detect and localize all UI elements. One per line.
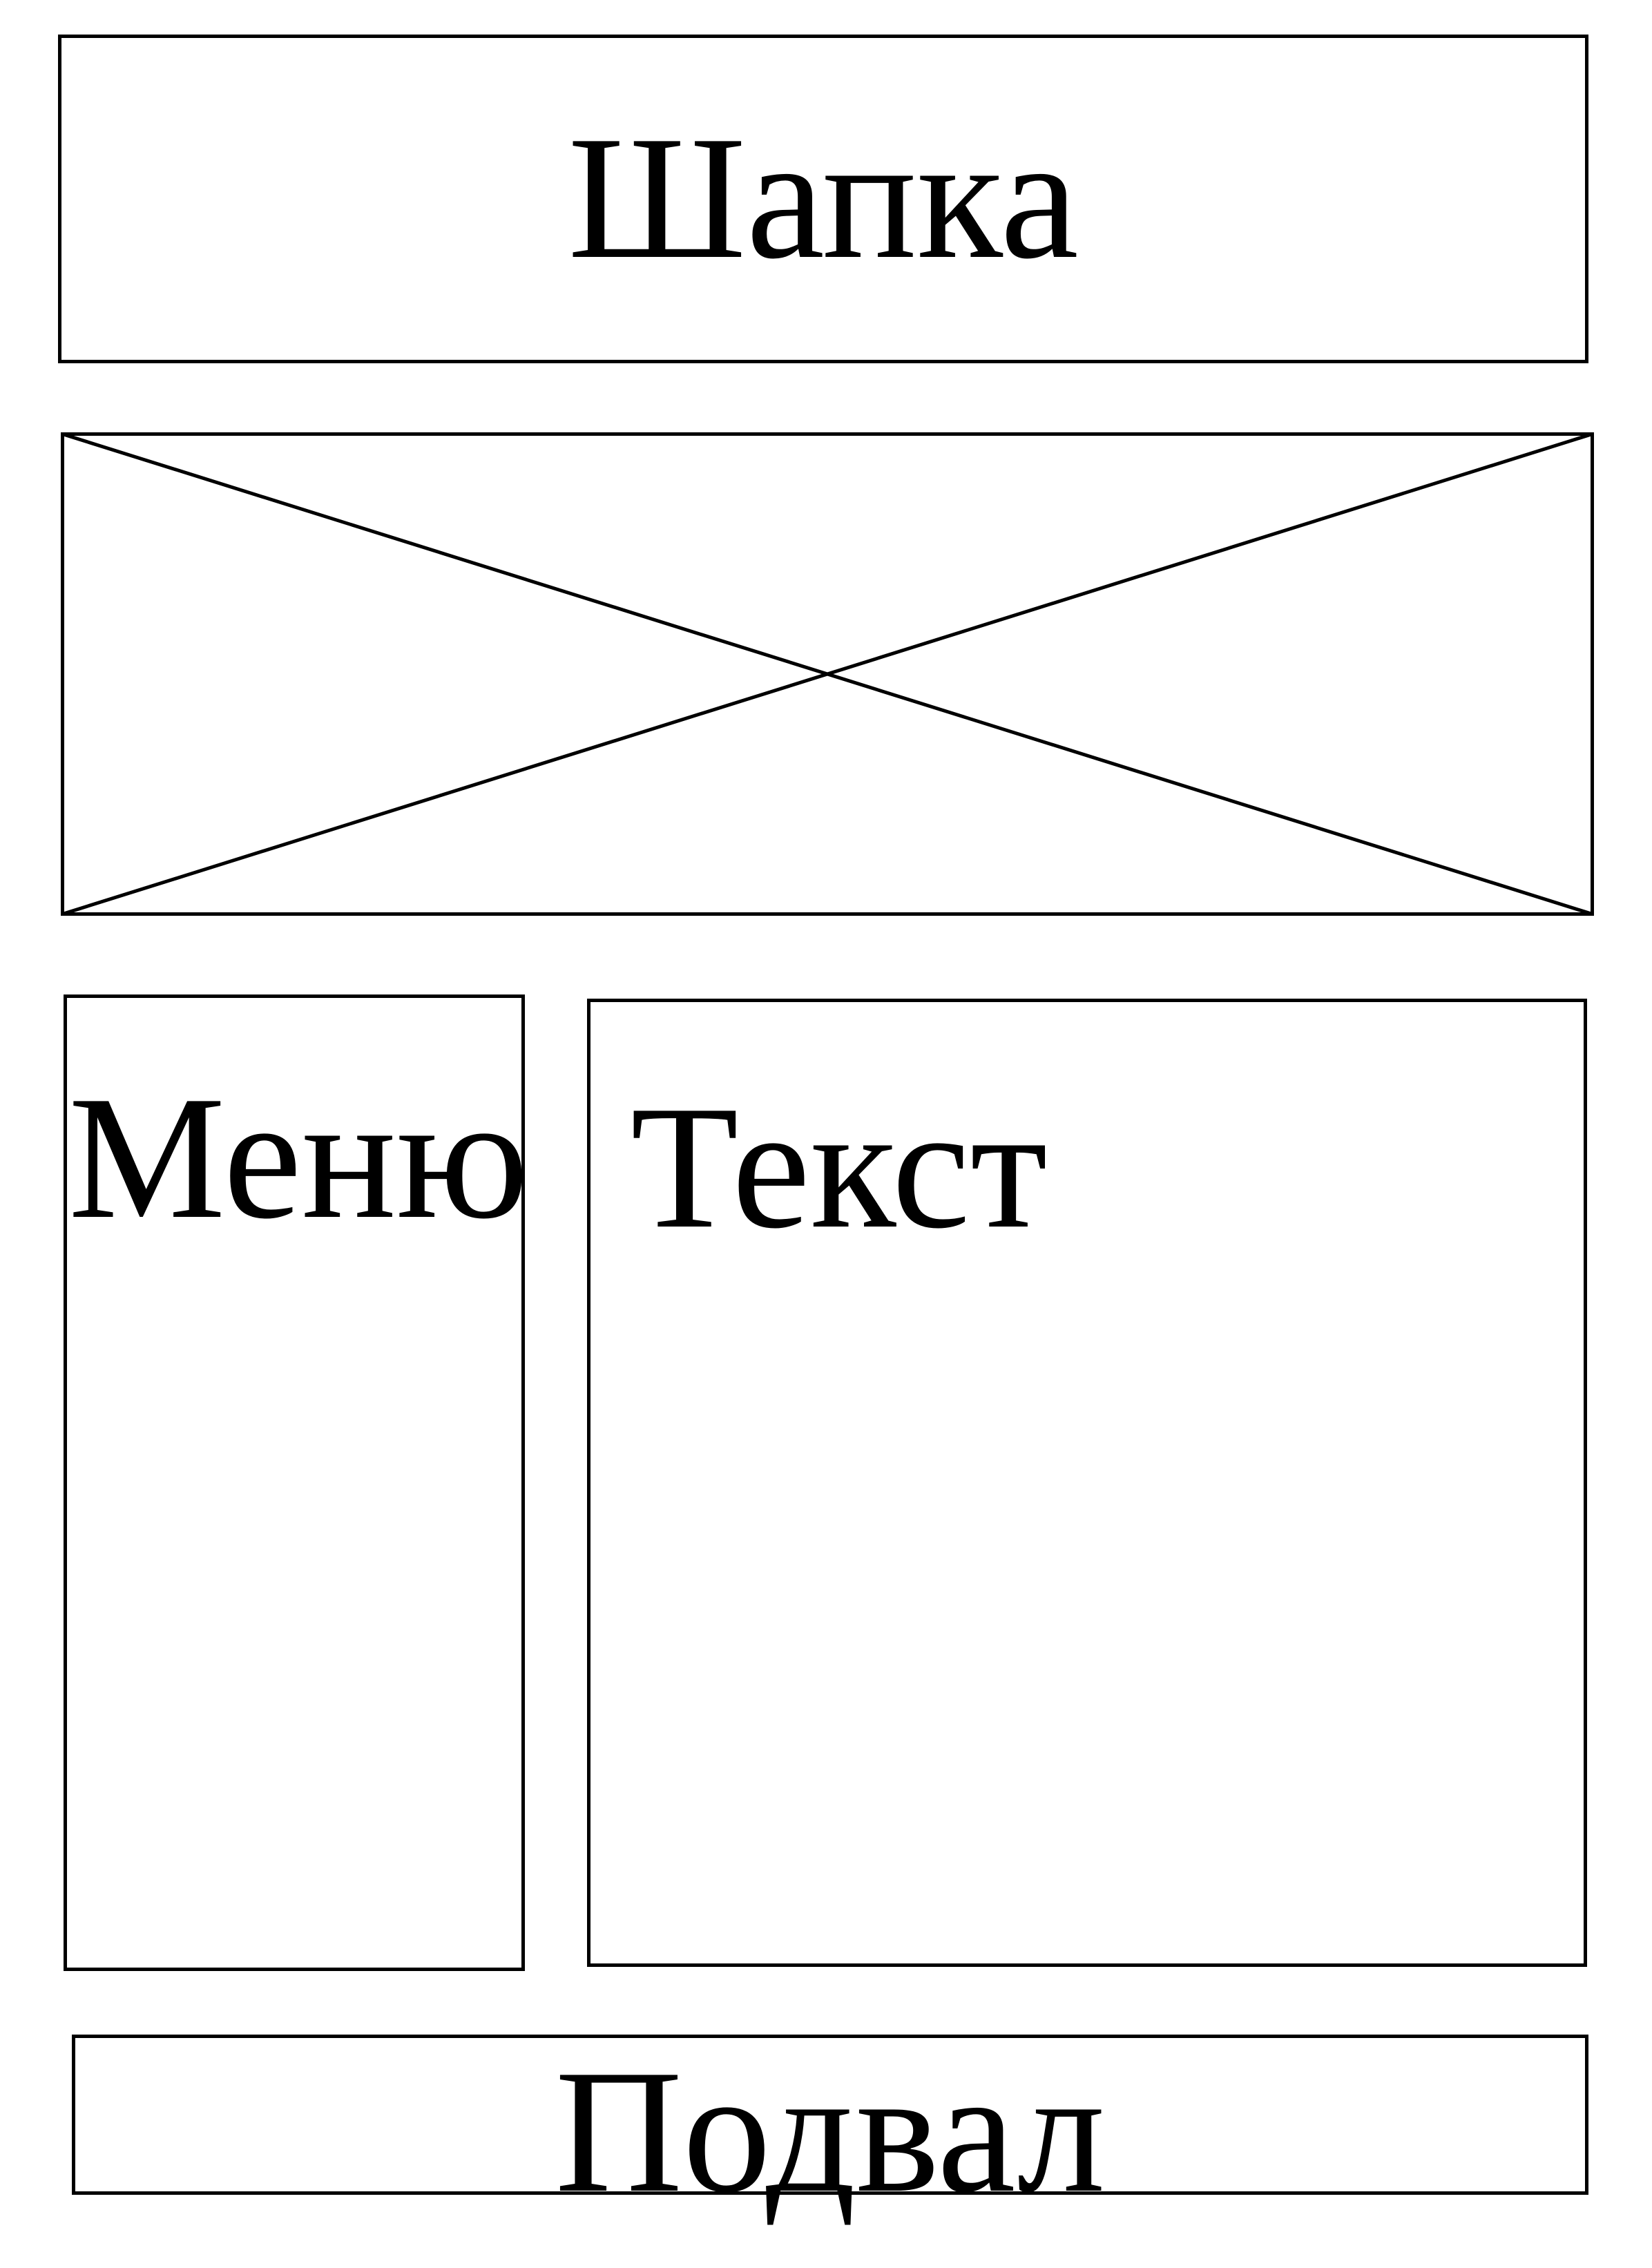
menu-label: Меню — [68, 1060, 529, 1256]
menu-block: Меню — [64, 994, 529, 1971]
header-label: Шапка — [568, 100, 1079, 296]
text-content-label: Текст — [631, 1070, 1048, 1265]
footer-label: Подвал — [555, 2034, 1106, 2229]
image-placeholder — [61, 432, 1594, 916]
text-content-block: Текст — [587, 999, 1587, 1967]
header-block: Шапка — [58, 35, 1588, 363]
image-placeholder-icon — [61, 432, 1594, 916]
footer-block: Подвал — [72, 2035, 1588, 2220]
image-placeholder-frame — [61, 432, 1594, 916]
image-placeholder-diagonal-up — [61, 432, 1593, 916]
